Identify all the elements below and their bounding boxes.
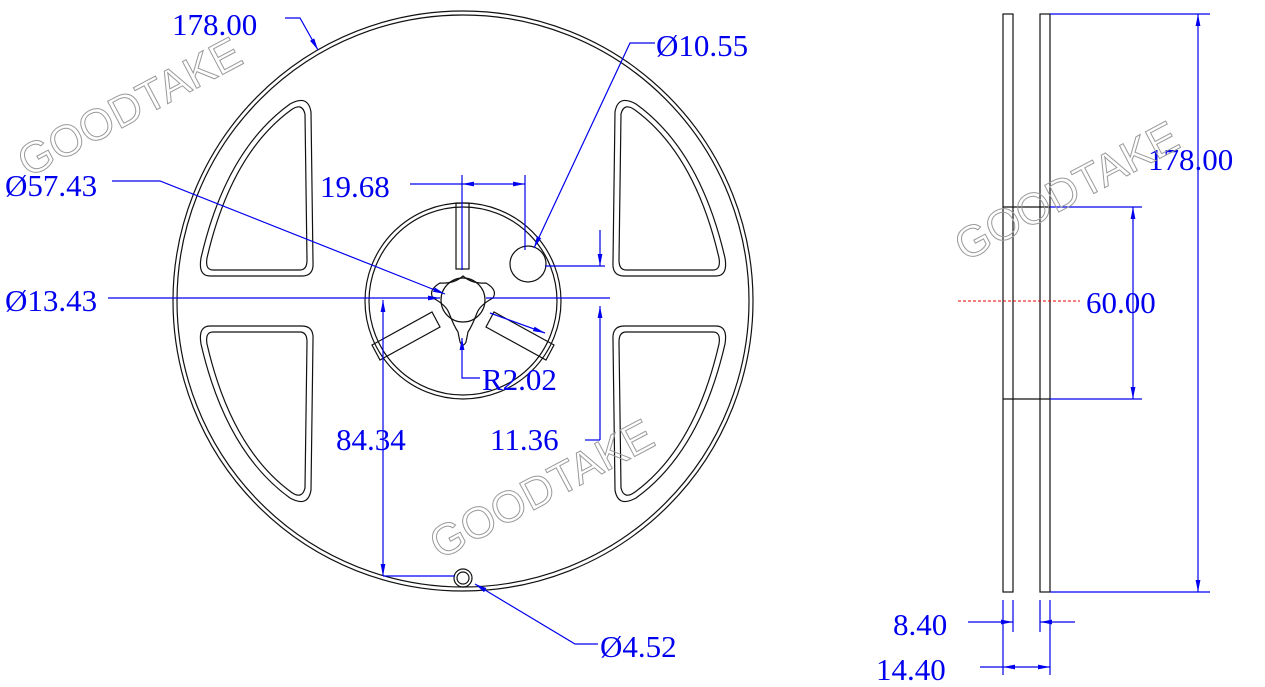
watermark: GOODTAKE xyxy=(947,112,1187,271)
dim-label: 84.34 xyxy=(336,422,406,457)
dim-label: 178.00 xyxy=(1148,142,1233,177)
dim-label: 11.36 xyxy=(490,422,559,457)
dim-label: Ø13.43 xyxy=(5,283,97,318)
dim-label: 14.40 xyxy=(876,652,946,687)
dim-label: Ø10.55 xyxy=(656,28,748,63)
dimensions-front: 178.00 Ø10.55 Ø57.43 19.68 Ø13.43 R2.02 … xyxy=(5,7,748,664)
reel-side xyxy=(958,13,1080,593)
dim-label: Ø4.52 xyxy=(600,629,677,664)
watermark: GOODTAKE xyxy=(10,28,250,187)
dim-label: 8.40 xyxy=(893,607,947,642)
dim-label: 178.00 xyxy=(172,7,257,42)
reel-front xyxy=(172,10,754,592)
dim-label: 60.00 xyxy=(1086,285,1156,320)
dim-label: 19.68 xyxy=(320,169,390,204)
dim-label: R2.02 xyxy=(482,362,557,397)
dim-label: Ø57.43 xyxy=(5,168,97,203)
dimensions-side: 178.00 60.00 8.40 14.40 xyxy=(876,13,1233,687)
